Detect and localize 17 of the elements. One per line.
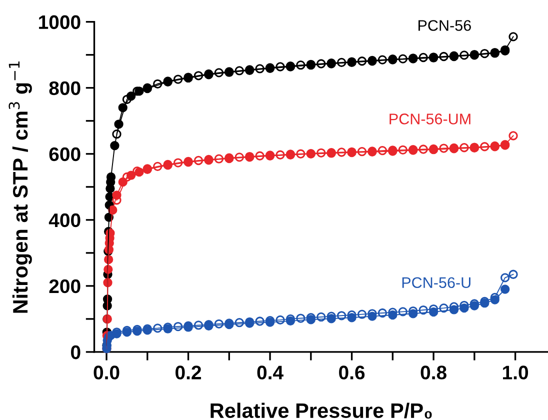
y-tick-label: 600 (49, 147, 80, 162)
x-tick-label: 1.0 (503, 366, 528, 380)
x-tick-label: 0.8 (420, 366, 446, 380)
x-tick-label: 0.0 (94, 366, 120, 380)
x-axis-title: Relative Pressure P/P₀ (210, 402, 432, 419)
x-tick-label: 0.6 (339, 366, 365, 380)
y-tick-label: 400 (48, 213, 80, 228)
y-tick-label: 1000 (39, 15, 80, 30)
y-axis-title: Nitrogen at STP / cm$^{3}$ g$^{−1}$ (8, 62, 32, 313)
series-label: PCN-56-UM (390, 114, 470, 124)
series-label: PCN-56 (418, 20, 471, 31)
y-tick-label: 0 (71, 345, 80, 360)
series-label: PCN-56-U (402, 277, 470, 288)
x-tick-label: 0.2 (176, 366, 202, 380)
y-tick-label: 800 (49, 81, 80, 96)
x-tick-label: 0.4 (257, 366, 284, 380)
y-tick-label: 200 (49, 279, 80, 294)
